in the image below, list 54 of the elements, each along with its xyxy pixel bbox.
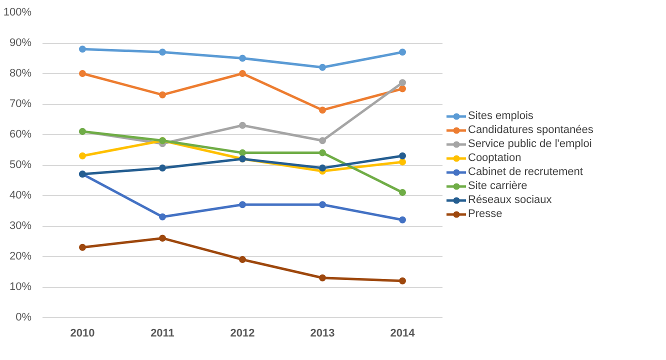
- legend-label: Cabinet de recrutement: [468, 164, 583, 178]
- point: [159, 91, 166, 98]
- point: [159, 48, 166, 56]
- point: [399, 152, 406, 160]
- point: [159, 164, 166, 172]
- y-tick-label: 90%: [9, 37, 32, 49]
- x-tick-label: 2013: [310, 328, 335, 340]
- point: [399, 216, 406, 224]
- point: [399, 277, 406, 284]
- x-tick-label: 2012: [230, 328, 255, 340]
- point: [239, 54, 246, 62]
- point: [399, 48, 406, 56]
- legend-label: Candidatures spontanées: [468, 122, 594, 136]
- y-tick-label: 20%: [9, 250, 32, 262]
- point: [79, 46, 86, 53]
- point: [319, 64, 326, 71]
- x-tick-label: 2014: [390, 328, 416, 340]
- legend-label: Réseaux sociaux: [468, 192, 552, 206]
- y-tick-label: 10%: [9, 281, 32, 293]
- point: [319, 137, 326, 144]
- point: [319, 106, 326, 114]
- legend-label: Cooptation: [468, 150, 522, 164]
- point: [239, 70, 246, 77]
- y-tick-label: 80%: [9, 68, 32, 80]
- point: [399, 85, 406, 92]
- legend-label: Sites emplois: [468, 108, 534, 122]
- point: [159, 234, 166, 242]
- y-tick-label: 0%: [16, 312, 32, 324]
- point: [239, 149, 246, 156]
- point: [399, 158, 406, 166]
- point: [159, 213, 166, 220]
- y-tick-label: 60%: [9, 128, 32, 140]
- point: [239, 256, 246, 264]
- point: [79, 152, 86, 160]
- point: [319, 274, 326, 282]
- y-tick-label: 50%: [9, 159, 32, 171]
- x-tick-label: 2010: [70, 328, 95, 340]
- point: [79, 70, 86, 77]
- point: [319, 164, 326, 172]
- y-tick-label: 30%: [9, 220, 32, 232]
- legend-label: Presse: [468, 206, 502, 220]
- point: [239, 122, 246, 129]
- point: [239, 201, 246, 208]
- x-tick-label: 2011: [150, 328, 174, 340]
- point: [319, 149, 326, 156]
- y-tick-label: 70%: [9, 98, 32, 110]
- point: [319, 201, 326, 208]
- legend-label: Site carrière: [468, 178, 528, 192]
- point: [79, 244, 86, 251]
- point: [399, 188, 406, 196]
- y-tick-label: 40%: [9, 190, 32, 202]
- y-tick-label: 100%: [3, 6, 32, 18]
- legend-label: Service public de l'emploi: [468, 136, 592, 150]
- point: [399, 79, 406, 86]
